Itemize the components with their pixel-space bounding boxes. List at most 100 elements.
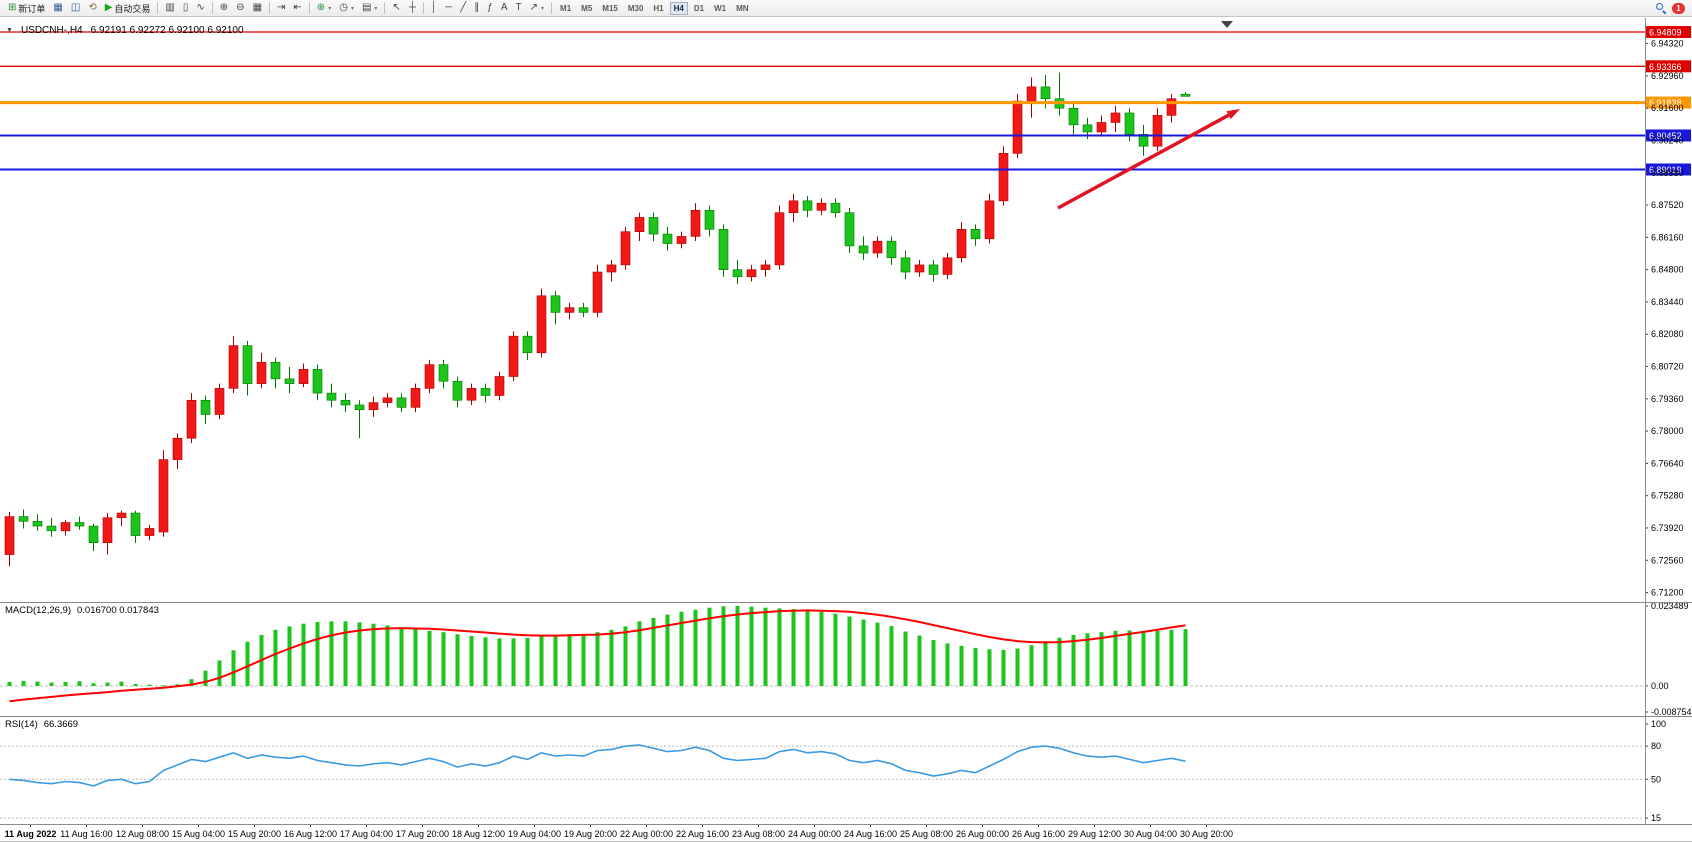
macd-bar	[1099, 632, 1104, 686]
macd-bar	[1127, 630, 1132, 686]
collapse-icon[interactable]: ▼	[6, 27, 13, 34]
timeframe-m30-button[interactable]: M30	[627, 3, 644, 13]
candle	[774, 212, 785, 266]
chart-shift-button[interactable]: ⇤	[289, 0, 305, 16]
macd-bar	[147, 684, 152, 686]
line-chart-button[interactable]: ∿	[192, 0, 208, 16]
candle	[200, 399, 211, 415]
periods-button[interactable]: ◷ ▾	[335, 0, 358, 16]
timeframe-m5-button[interactable]: M5	[581, 3, 593, 13]
candle	[760, 264, 771, 270]
rsi-panel: 100 80 50 15	[0, 719, 1666, 823]
svg-text:15: 15	[1651, 813, 1661, 823]
macd-bar	[21, 680, 26, 686]
auto-scroll-button[interactable]: ⇥	[273, 0, 289, 16]
candle	[984, 200, 995, 240]
macd-bar	[1183, 629, 1188, 686]
svg-text:6.94809: 6.94809	[1649, 28, 1682, 38]
timeframe-h1-button[interactable]: H1	[653, 3, 664, 13]
macd-bar	[1113, 630, 1118, 686]
svg-text:6.90452: 6.90452	[1649, 131, 1682, 141]
macd-bar	[385, 625, 390, 686]
timeframe-d1-button[interactable]: D1	[693, 3, 705, 13]
trendline-icon: ╱	[460, 2, 467, 13]
macd-bar	[861, 619, 866, 686]
svg-text:18 Aug 12:00: 18 Aug 12:00	[452, 829, 505, 839]
chart-shift-marker[interactable]	[1221, 21, 1233, 28]
macd-bar	[1071, 634, 1076, 686]
indicators-button[interactable]: ⊕ ▾	[313, 0, 335, 16]
templates-button[interactable]: ▤ ▾	[358, 0, 381, 16]
candle	[438, 364, 449, 382]
macd-bar	[903, 631, 908, 686]
text-button[interactable]: A	[497, 0, 512, 16]
price-scale[interactable]: 6.94320 6.92960 6.91600 6.90240 6.88880 6.875…	[1645, 39, 1684, 598]
arrows-button[interactable]: ↗ ▾	[526, 0, 548, 16]
zoom-in-icon: ⊕	[219, 2, 229, 13]
candle	[18, 516, 29, 522]
macd-bar	[77, 681, 82, 686]
price-level-lines[interactable]: 6.94809 6.93366 6.91838 6.90452 6.89019	[0, 26, 1691, 176]
timeframe-m15-button[interactable]: M15	[602, 3, 618, 13]
svg-text:6.94320: 6.94320	[1651, 39, 1684, 49]
new-order-button[interactable]: ⊞ 新订单	[4, 0, 49, 16]
macd-bar	[1141, 631, 1146, 686]
text-label-button[interactable]: T	[512, 0, 526, 16]
tile-windows-button[interactable]: ▦	[249, 0, 266, 16]
price-badge	[1646, 60, 1691, 73]
channel-button[interactable]: ∥	[470, 0, 483, 16]
bar-chart-button[interactable]: ▥	[161, 0, 178, 16]
cursor-button[interactable]: ↖	[388, 0, 404, 16]
macd-signal-line	[9, 609, 1186, 703]
line-chart-icon: ∿	[196, 2, 205, 13]
candle	[396, 397, 407, 408]
search-icon[interactable]	[1656, 3, 1666, 13]
svg-text:6.90240: 6.90240	[1651, 136, 1684, 146]
macd-bar	[63, 681, 68, 686]
timeframe-w1-button[interactable]: W1	[714, 3, 727, 13]
candle	[340, 399, 351, 406]
candle	[858, 245, 869, 254]
text-label-icon: T	[515, 2, 522, 13]
zoom-in-button[interactable]: ⊕	[216, 0, 232, 16]
chevron-down-icon: ▾	[374, 5, 378, 12]
macd-bar	[287, 626, 292, 686]
trend-arrow-annotation[interactable]	[1057, 109, 1240, 210]
svg-text:11 Aug 16:00: 11 Aug 16:00	[60, 829, 112, 839]
chart-canvas[interactable]: 6.948096.933666.918386.904526.890196.943…	[0, 18, 1692, 841]
candle	[844, 212, 855, 247]
zoom-out-button[interactable]: ⊖	[232, 0, 248, 16]
charts-button[interactable]: ▦	[49, 0, 66, 16]
time-scale[interactable]: 11 Aug 2022 11 Aug 16:00 12 Aug 08:00 15 Au…	[5, 824, 1233, 839]
toolbar-separator	[551, 2, 553, 14]
horizontal-line-button[interactable]: ─	[441, 0, 456, 16]
candle	[354, 404, 365, 411]
candlestick-chart-button[interactable]: ▯	[179, 0, 193, 16]
notification-badge[interactable]: 1	[1672, 2, 1685, 14]
macd-bar	[917, 635, 922, 686]
candle	[886, 240, 897, 259]
macd-bar	[119, 681, 124, 686]
macd-bar	[819, 611, 824, 686]
vertical-line-button[interactable]: │	[427, 0, 441, 16]
candlestick-series	[4, 72, 1191, 567]
candle	[298, 369, 309, 384]
macd-bar	[203, 670, 208, 686]
svg-text:30 Aug 20:00: 30 Aug 20:00	[1180, 829, 1233, 839]
charts-icon: ▦	[53, 2, 63, 13]
candle	[466, 388, 477, 401]
candle	[368, 402, 379, 411]
candle	[452, 380, 463, 401]
candle	[228, 345, 239, 389]
trendline-button[interactable]: ╱	[456, 0, 470, 16]
profiles-button[interactable]: ◫	[67, 0, 84, 16]
crosshair-button[interactable]: ┼	[405, 0, 420, 16]
autotrading-button[interactable]: ▶ 自动交易	[101, 0, 155, 16]
timeframe-m1-button[interactable]: M1	[560, 3, 572, 13]
timeframe-mn-button[interactable]: MN	[736, 3, 749, 13]
timeframe-h4-button[interactable]: H4	[669, 1, 688, 15]
autotrading-button-label: 自动交易	[114, 3, 151, 14]
autotrading-icon: ▶	[104, 2, 113, 13]
fibonacci-button[interactable]: ƒ	[483, 0, 497, 16]
refresh-button[interactable]: ⟲	[84, 0, 100, 16]
